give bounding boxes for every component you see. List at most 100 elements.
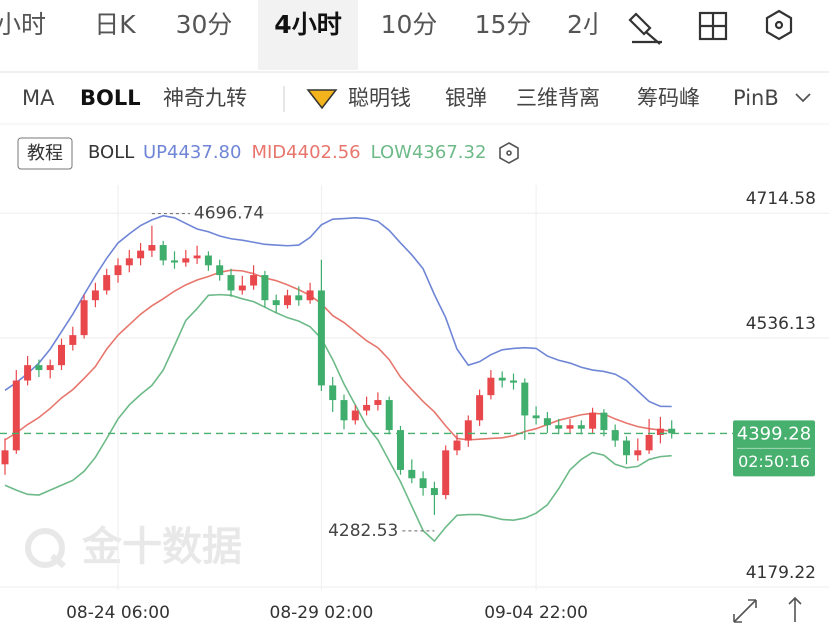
candle-body	[442, 450, 450, 496]
candle-body	[430, 488, 438, 496]
indicator-tab[interactable]: PinB	[733, 86, 779, 110]
candle-body	[340, 400, 348, 421]
expand-icon[interactable]	[733, 599, 757, 623]
tab[interactable]: 日K	[94, 10, 136, 39]
candle-body	[385, 400, 393, 431]
candle-body	[464, 420, 472, 441]
candle-body	[216, 265, 224, 276]
legend-entry: LOW4367.32	[371, 142, 487, 163]
boll-line	[4, 269, 672, 441]
candle-body	[589, 412, 597, 429]
tab[interactable]: 10分	[381, 10, 438, 39]
indicator-tab[interactable]: 聪明钱	[348, 86, 411, 110]
candle-body	[532, 415, 540, 419]
countdown: 02:50:16	[738, 452, 810, 471]
indicator-settings-icon[interactable]	[499, 142, 519, 164]
chevron[interactable]	[795, 93, 811, 103]
selected-tab-bg	[258, 0, 358, 70]
candle-body	[182, 258, 190, 263]
candle-body	[261, 275, 269, 301]
candle-body	[408, 469, 416, 479]
x-tick-label: 08-24 06:00	[66, 603, 170, 623]
candle-body	[137, 250, 145, 259]
candle-body	[250, 275, 258, 286]
candle-body	[566, 425, 574, 429]
candle-body	[91, 290, 99, 301]
candle-body	[668, 428, 676, 434]
layout-icon[interactable]	[698, 11, 728, 41]
candle-body	[419, 478, 427, 489]
candle-body	[351, 410, 359, 421]
indicator-tab[interactable]: 银弹	[445, 86, 487, 110]
indicator-tab-selected[interactable]: BOLL	[80, 86, 141, 110]
candle-body	[453, 440, 461, 451]
candle-body	[193, 255, 201, 259]
candle-body	[510, 380, 517, 383]
tutorial-button[interactable]	[17, 137, 73, 170]
candle-body	[645, 434, 653, 451]
x-tick-label: 09-04 22:00	[484, 603, 588, 623]
candle-body	[623, 440, 630, 456]
low-annotation: 4282.53	[328, 521, 398, 541]
candle-body	[363, 404, 371, 411]
candle-body	[284, 295, 291, 306]
candle-body	[317, 290, 325, 386]
candle-body	[46, 365, 54, 371]
settings-icon[interactable]	[765, 9, 793, 41]
candle-body	[634, 450, 642, 456]
tab[interactable]: 小时	[0, 10, 46, 39]
candle-body	[555, 425, 563, 429]
indicator-tab[interactable]: 三维背离	[516, 86, 600, 110]
candle-body	[543, 418, 551, 426]
candle-body	[329, 385, 337, 401]
draw-icon[interactable]	[628, 12, 662, 45]
boll-line	[4, 293, 672, 543]
plot: 4714.58 4536.13 4179.22 08-24 06:00 08-29 02…	[0, 185, 829, 623]
icon-area	[600, 0, 829, 70]
scale-icon[interactable]	[788, 596, 802, 622]
candle-body	[69, 335, 77, 345]
tab[interactable]: 30分	[176, 10, 233, 39]
candle-body	[125, 258, 133, 266]
x-tick-label: 08-29 02:00	[270, 603, 374, 623]
indicator-tab[interactable]: 神奇九转	[163, 86, 247, 110]
y-tick-label: 4179.22	[746, 563, 816, 583]
boll-line	[4, 214, 672, 408]
candle-body	[295, 295, 303, 301]
candle-body	[114, 265, 122, 276]
candle-body	[306, 290, 314, 301]
candle-body	[58, 344, 65, 366]
last-price-label: 4399.28	[737, 423, 811, 444]
indicator-tab[interactable]: MA	[22, 86, 55, 110]
legend-entry: UP4437.80	[143, 142, 241, 163]
indicator-name: BOLL	[88, 142, 134, 163]
legend: UP4437.80 MID4402.56 LOW4367.32	[143, 142, 486, 163]
candle-body	[227, 275, 235, 291]
watermark-text: 金十数据	[81, 524, 242, 570]
candle-body	[397, 430, 404, 470]
candle-body	[272, 300, 280, 306]
candle-body	[600, 412, 608, 431]
candle-body	[656, 428, 664, 435]
high-annotation: 4696.74	[194, 204, 264, 224]
candle-body	[204, 255, 212, 266]
watermark: 金十数据	[25, 524, 242, 570]
candle-body	[24, 365, 32, 381]
legend-entry: MID4402.56	[251, 142, 360, 163]
y-tick-label: 4714.58	[746, 189, 816, 209]
indicator-tab[interactable]: 筹码峰	[637, 86, 700, 110]
candle-body	[159, 245, 167, 261]
candle-body	[238, 285, 246, 291]
candle-body	[374, 400, 382, 405]
candle-body	[498, 377, 506, 381]
tutorial-label[interactable]: 教程	[27, 143, 63, 164]
tab[interactable]: 15分	[475, 10, 532, 39]
y-tick-label: 4536.13	[746, 314, 816, 334]
candle-body	[35, 365, 43, 371]
candle-body	[611, 430, 619, 441]
candle-body	[476, 395, 484, 421]
candle-body	[577, 425, 585, 429]
candle-body	[1, 450, 9, 465]
tab-selected[interactable]: 4小时	[274, 10, 341, 39]
